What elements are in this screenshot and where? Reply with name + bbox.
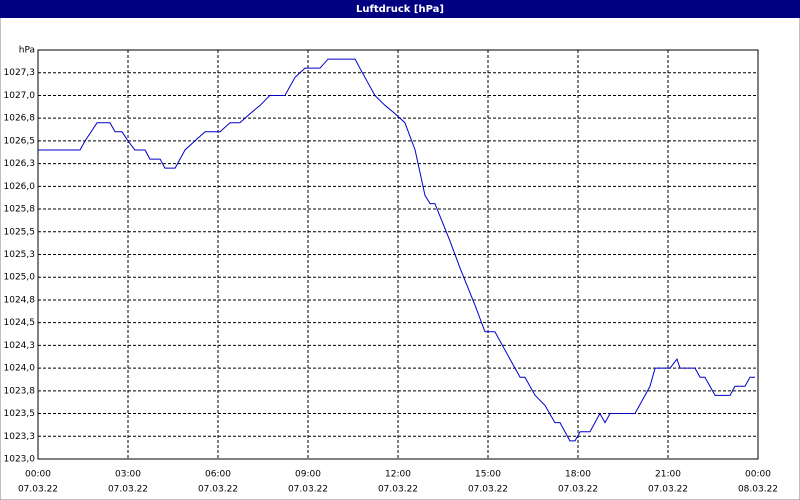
x-tick-date: 07.03.22: [288, 485, 328, 495]
x-tick-label: 06:00: [205, 470, 231, 480]
y-tick-label: 1025,3: [4, 250, 36, 260]
x-tick-date: 07.03.22: [108, 485, 148, 495]
y-tick-label: 1026,0: [4, 182, 36, 192]
y-tick-label: 1025,0: [4, 273, 36, 283]
x-tick-date: 08.03.22: [738, 485, 778, 495]
y-tick-label: 1026,5: [4, 136, 36, 146]
y-tick-label: 1023,5: [4, 409, 36, 419]
x-tick-label: 00:00: [745, 470, 771, 480]
y-tick-label: 1024,8: [4, 295, 36, 305]
x-tick-date: 07.03.22: [198, 485, 238, 495]
title-bar: [0, 0, 800, 18]
y-tick-label: 1024,3: [4, 341, 36, 351]
x-tick-label: 18:00: [565, 470, 591, 480]
chart-title: Luftdruck [hPa]: [356, 4, 444, 15]
y-tick-label: 1024,5: [4, 318, 36, 328]
plot-frame: [37, 49, 759, 460]
x-tick-label: 15:00: [475, 470, 501, 480]
y-tick-label: 1024,0: [4, 364, 36, 374]
y-tick-label: 1027,0: [4, 91, 36, 101]
x-tick-date: 07.03.22: [468, 485, 508, 495]
data-line: [38, 58, 755, 442]
x-tick-label: 12:00: [385, 470, 411, 480]
y-tick-label: 1025,5: [4, 227, 36, 237]
y-tick-label: 1023,0: [4, 455, 36, 465]
y-tick-label: 1025,8: [4, 205, 36, 215]
y-tick-label: 1023,8: [4, 386, 36, 396]
y-tick-label: 1026,3: [4, 159, 36, 169]
x-tick-label: 21:00: [655, 470, 681, 480]
x-tick-date: 07.03.22: [18, 485, 58, 495]
x-tick-date: 07.03.22: [648, 485, 688, 495]
y-tick-label: 1023,3: [4, 432, 36, 442]
x-tick-label: 03:00: [115, 470, 141, 480]
y-tick-label: hPa: [19, 46, 35, 56]
y-tick-label: 1027,3: [4, 68, 36, 78]
x-tick-date: 07.03.22: [558, 485, 598, 495]
x-tick-label: 09:00: [295, 470, 321, 480]
x-tick-date: 07.03.22: [378, 485, 418, 495]
x-tick-label: 00:00: [25, 470, 51, 480]
y-tick-label: 1026,8: [4, 114, 36, 124]
